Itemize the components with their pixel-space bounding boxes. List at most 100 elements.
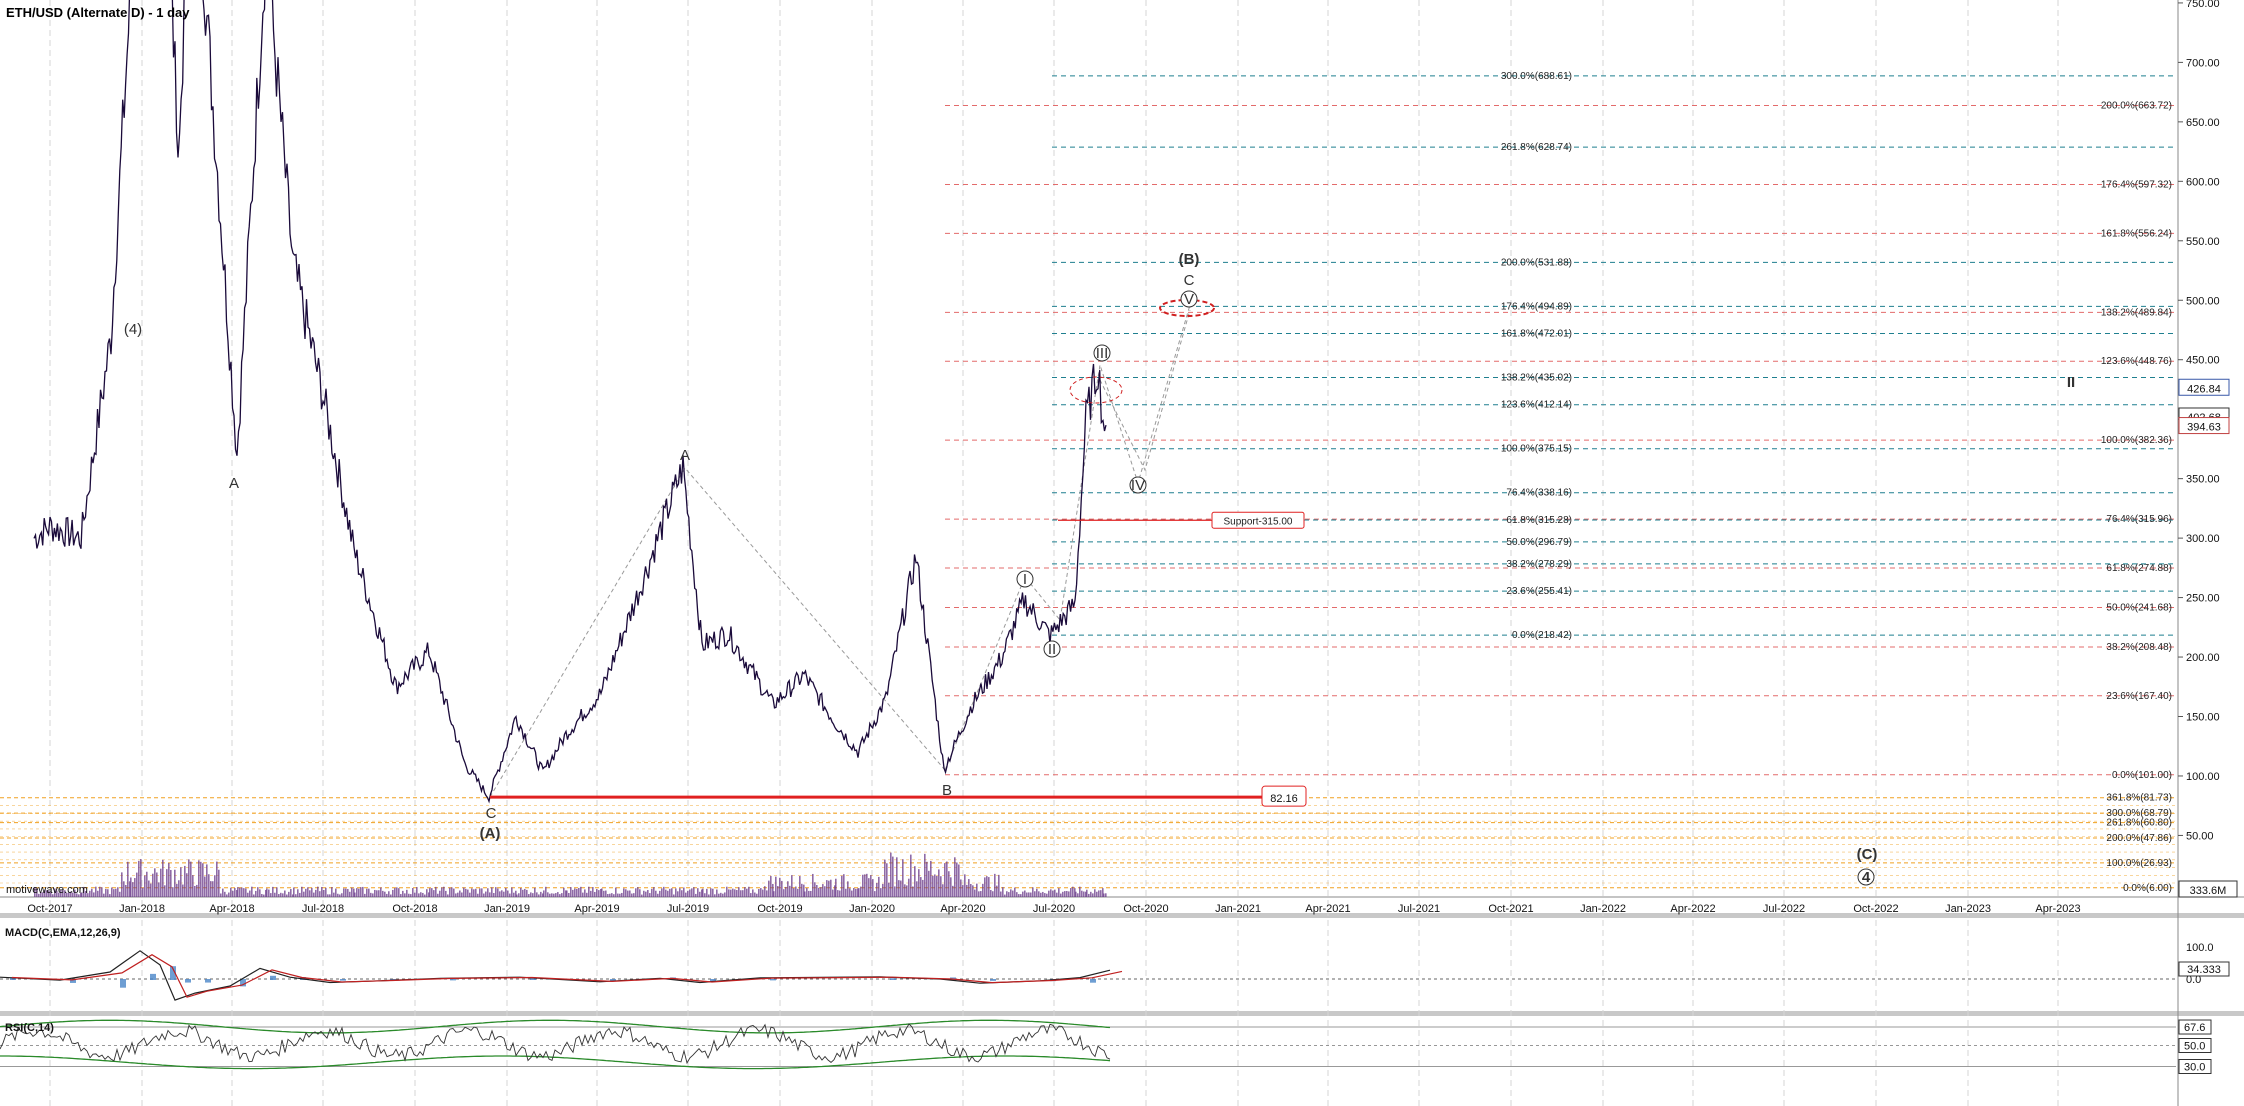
volume-bar [511, 887, 513, 897]
volume-bar [333, 892, 335, 897]
volume-bar [66, 892, 68, 897]
volume-bar [804, 891, 806, 897]
fib-center-label: 161.8%(472.01) [1501, 329, 1572, 340]
volume-bar [178, 880, 180, 897]
volume-bar [665, 889, 667, 897]
target-ellipse-iii [1069, 376, 1123, 404]
fib-center-label: 300.0%(688.61) [1501, 71, 1572, 82]
volume-bar [982, 883, 984, 897]
volume-bar [111, 887, 113, 897]
volume-bar [1062, 891, 1064, 897]
volume-bar [822, 884, 824, 897]
volume-bar [439, 890, 441, 897]
volume-bar [1044, 893, 1046, 897]
volume-bar [362, 886, 364, 897]
volume-bar [292, 894, 294, 897]
volume-bar [876, 882, 878, 897]
volume-bar [637, 887, 639, 897]
volume-bar [274, 892, 276, 897]
volume-bar [117, 887, 119, 897]
x-tick-label: Apr-2018 [209, 903, 254, 915]
volume-bar [724, 892, 726, 897]
volume-bar [619, 893, 621, 897]
volume-bar [549, 893, 551, 897]
volume-bar [851, 890, 853, 897]
rsi-line [0, 1023, 1111, 1065]
volume-bar [150, 883, 152, 897]
volume-bar [742, 890, 744, 897]
volume-bar [582, 892, 584, 897]
volume-bar [679, 888, 681, 897]
volume-bar [760, 888, 762, 897]
volume-bar [317, 886, 319, 897]
volume-bar [372, 893, 374, 897]
volume-bar [311, 887, 313, 897]
volume-bar [42, 892, 44, 897]
volume-bar [886, 863, 888, 897]
volume-bar [708, 894, 710, 897]
volume-bar [168, 863, 170, 897]
wave-label-circle [1043, 640, 1061, 658]
volume-bar [540, 891, 542, 897]
volume-bar [553, 893, 555, 897]
volume-bar [960, 879, 962, 897]
volume-bar [860, 886, 862, 897]
volume-bar [1036, 888, 1038, 897]
volume-bar [216, 861, 218, 897]
volume-bar [1026, 892, 1028, 897]
volume-bar [1085, 891, 1087, 897]
volume-bar [894, 886, 896, 897]
volume-bar [491, 887, 493, 897]
fib-right-label: 123.6%(448.76) [2101, 356, 2172, 367]
volume-bar [882, 883, 884, 897]
volume-bar [1046, 893, 1048, 897]
volume-bar [835, 878, 837, 897]
volume-bar [522, 889, 524, 897]
volume-bar [536, 892, 538, 897]
volume-bar [398, 888, 400, 897]
volume-bar [420, 892, 422, 897]
volume-bar [253, 894, 255, 897]
volume-bar [1016, 892, 1018, 897]
volume-bar [952, 885, 954, 897]
x-tick-label: Apr-2022 [1670, 903, 1715, 915]
volume-bar [323, 889, 325, 897]
volume-bar [970, 883, 972, 897]
volume-bar [565, 890, 567, 897]
volume-bar [695, 893, 697, 897]
x-tick-label: Oct-2021 [1488, 903, 1533, 915]
fib-right-label: 23.6%(167.40) [2106, 691, 2172, 702]
volume-bar [1042, 891, 1044, 897]
fib-bottom-label: 100.0%(26.93) [2106, 858, 2172, 869]
fib-bottom-label: 261.8%(60.80) [2106, 818, 2172, 829]
volume-bar [270, 893, 272, 897]
volume-bar [40, 892, 42, 897]
volume-bar [392, 889, 394, 897]
volume-bar [152, 873, 154, 897]
volume-bar [781, 880, 783, 897]
volume-bar [687, 890, 689, 897]
volume-bar [485, 891, 487, 897]
volume-bar [241, 887, 243, 897]
volume-bar [752, 889, 754, 897]
volume-bar [722, 893, 724, 897]
volume-bar [236, 890, 238, 897]
volume-bar [1098, 890, 1100, 897]
volume-bar [70, 891, 72, 897]
y-tick-label: 550.00 [2186, 236, 2220, 248]
volume-bar [341, 893, 343, 897]
volume-bar [1012, 890, 1014, 897]
volume-bar [576, 888, 578, 897]
fib-right-label: 61.8%(274.88) [2106, 563, 2172, 574]
fib-right-label: 176.4%(597.32) [2101, 180, 2172, 191]
fib-center-label: 100.0%(375.15) [1501, 444, 1572, 455]
y-tick-label: 250.00 [2186, 593, 2220, 605]
volume-bar [345, 888, 347, 897]
volume-bar [212, 881, 214, 897]
volume-bar [443, 886, 445, 897]
volume-bar [659, 890, 661, 897]
volume-bar [570, 887, 572, 897]
macd-panel: 100.0 0.034.333 [0, 942, 2230, 1001]
volume-bar [902, 859, 904, 897]
wave-label-w4: (4) [124, 321, 142, 338]
